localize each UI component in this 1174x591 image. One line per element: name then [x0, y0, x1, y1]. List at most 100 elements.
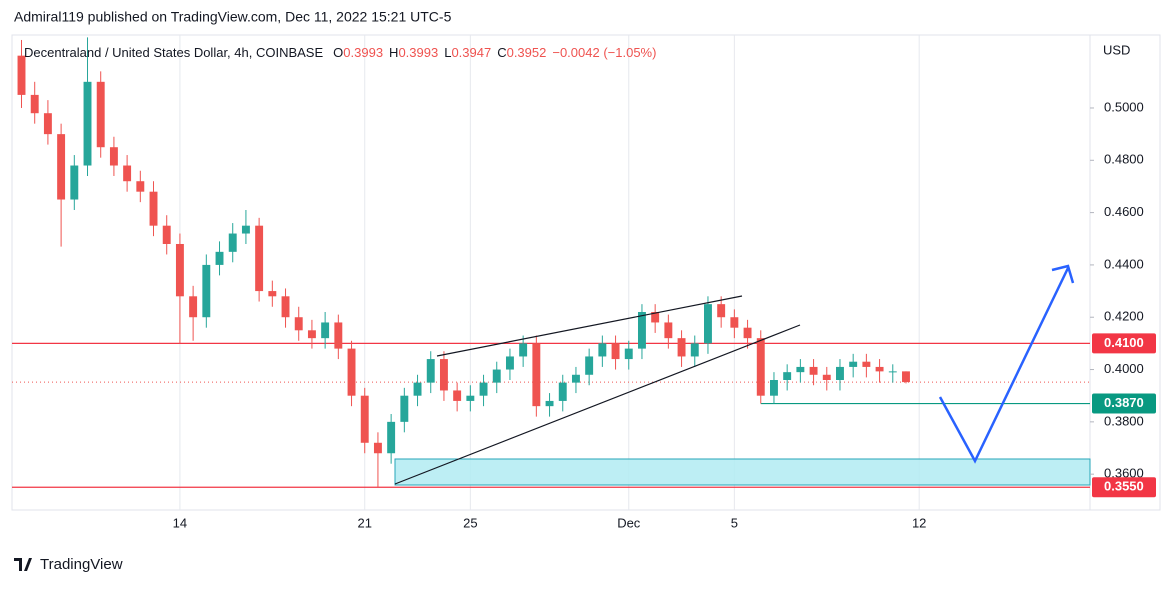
candle-body — [96, 81, 105, 148]
candle-body — [215, 251, 224, 265]
candle-body — [637, 311, 646, 349]
candle-body — [677, 338, 686, 357]
candle-body — [43, 113, 52, 135]
candle-body — [109, 147, 118, 166]
wedge-upper — [436, 295, 743, 357]
x-tick-label: 5 — [731, 515, 738, 530]
candle-body — [387, 421, 396, 454]
level-label: 0.3550 — [1104, 479, 1144, 494]
candle-body — [862, 361, 871, 367]
y-tick-label: 0.4000 — [1104, 361, 1144, 376]
candle-body — [175, 243, 184, 297]
x-tick-label: 14 — [173, 515, 187, 530]
candle-body — [268, 291, 277, 297]
candle-body — [360, 395, 369, 443]
candle-body — [809, 366, 818, 375]
candle-body — [704, 304, 712, 344]
candle-body — [651, 311, 660, 323]
candle-body — [505, 356, 514, 370]
x-tick-label: 12 — [912, 515, 926, 530]
y-tick-label: 0.4600 — [1104, 204, 1144, 219]
candle-body — [202, 264, 211, 318]
candle-body — [228, 233, 237, 252]
y-tick-label: 0.3800 — [1104, 413, 1144, 428]
candle-body — [30, 94, 39, 114]
candle-body — [624, 348, 633, 360]
candle-body — [426, 359, 435, 383]
x-tick-label: Dec — [617, 515, 641, 530]
ohlc-key: L — [444, 45, 451, 60]
candle-body — [162, 225, 171, 244]
candle-body — [307, 330, 316, 339]
candle-body — [466, 395, 475, 401]
candle-body — [294, 317, 303, 331]
ohlc-key: H — [389, 45, 398, 60]
logo-mark — [14, 558, 32, 571]
candle-body — [373, 442, 382, 454]
candle-body — [611, 343, 620, 360]
ohlc: O0.3993 H0.3993 L0.3947 C0.3952 −0.0042 (−1.… — [333, 45, 656, 60]
candle-body — [743, 327, 752, 339]
candle-body — [730, 317, 739, 328]
candle-body — [453, 390, 462, 401]
candle-body — [347, 348, 356, 396]
candle-body — [902, 371, 910, 383]
candle-body — [255, 225, 264, 292]
candle-body — [479, 382, 488, 396]
candle-body — [690, 343, 699, 357]
candle-body — [400, 395, 409, 422]
demand-zone — [394, 458, 1091, 486]
candle-body — [439, 359, 448, 391]
level-label: 0.3870 — [1104, 395, 1144, 410]
candle-body — [836, 366, 844, 381]
candle-body — [321, 322, 330, 339]
level-tag — [1092, 477, 1156, 498]
candle-body — [83, 81, 92, 166]
candle-body — [875, 366, 884, 372]
candle-body — [70, 165, 79, 200]
candle-body — [796, 366, 805, 373]
frame — [11, 34, 1161, 511]
candle-body — [585, 356, 594, 375]
x-tick-label: 21 — [357, 515, 371, 530]
ohlc-value: 0.3993 — [398, 45, 438, 60]
candle-body — [571, 374, 580, 383]
candle-body — [598, 343, 607, 357]
ohlc-value: 0.3947 — [451, 45, 491, 60]
candle-body — [822, 374, 831, 381]
candle-body — [532, 343, 541, 407]
level-tag — [1092, 393, 1156, 414]
candle-body — [413, 382, 422, 396]
candle-body — [334, 322, 343, 349]
candle-body — [756, 338, 765, 396]
y-axis-label: USD — [1103, 42, 1130, 57]
candle-body — [149, 191, 158, 226]
ohlc-value: 0.3993 — [343, 45, 383, 60]
footer-logo: TradingView — [14, 556, 123, 573]
candle-body — [189, 296, 198, 318]
brand: TradingView — [40, 556, 123, 573]
y-tick-label: 0.4400 — [1104, 256, 1144, 271]
symbol-title: Decentraland / United States Dollar, 4h,… — [24, 45, 323, 60]
change: −0.0042 (−1.05%) — [552, 45, 656, 60]
ohlc-key: O — [333, 45, 343, 60]
candle-body — [241, 225, 250, 234]
candle-body — [849, 361, 858, 367]
candle-body — [888, 371, 897, 373]
level-label: 0.4100 — [1104, 335, 1144, 350]
ohlc-key: C — [497, 45, 506, 60]
candle-body — [717, 304, 726, 318]
candle-body — [281, 296, 290, 318]
candle-body — [123, 165, 132, 182]
ohlc-value: 0.3952 — [507, 45, 547, 60]
y-tick-label: 0.3600 — [1104, 466, 1144, 481]
candle-body — [17, 55, 26, 95]
y-tick-label: 0.5000 — [1104, 99, 1144, 114]
candle-body — [558, 382, 567, 401]
candle-body — [770, 380, 778, 396]
projection-arrow — [938, 264, 1075, 464]
wedge-lower — [394, 324, 801, 485]
